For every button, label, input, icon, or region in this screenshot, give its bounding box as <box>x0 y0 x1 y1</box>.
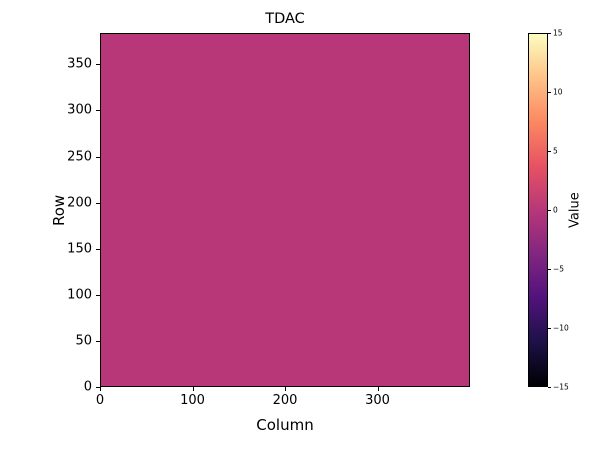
y-tick-mark <box>96 387 100 388</box>
colorbar-tick-mark <box>548 33 551 34</box>
y-tick-mark <box>96 202 100 204</box>
colorbar-tick-label: 10 <box>553 87 563 97</box>
x-tick-mark <box>377 387 379 391</box>
y-tick-mark <box>96 340 100 342</box>
x-tick-mark <box>285 387 286 391</box>
colorbar-tick-label: 0 <box>553 205 558 215</box>
y-tick-label: 100 <box>67 287 92 303</box>
colorbar-tick-mark <box>548 92 551 93</box>
colorbar-tick-mark <box>548 151 551 152</box>
colorbar-tick-mark <box>548 269 551 270</box>
colorbar-label: Value <box>567 192 583 228</box>
colorbar-tick-mark <box>548 387 551 388</box>
y-axis-label: Row <box>50 194 68 226</box>
y-tick-mark <box>96 156 100 158</box>
heatmap-plot <box>100 33 470 387</box>
x-tick-label: 200 <box>272 393 298 408</box>
y-tick-mark <box>96 294 100 296</box>
y-tick-label: 250 <box>67 149 92 165</box>
y-tick-label: 200 <box>67 195 92 211</box>
colorbar-tick-label: −15 <box>553 382 569 392</box>
colorbar-tick-label: −10 <box>553 323 569 333</box>
y-tick-label: 0 <box>83 379 92 395</box>
y-tick-mark <box>96 64 100 66</box>
x-tick-mark <box>100 387 101 391</box>
x-tick-label: 300 <box>365 393 390 408</box>
x-tick-mark <box>192 387 194 391</box>
y-tick-label: 350 <box>67 56 92 72</box>
x-tick-label: 100 <box>180 393 205 408</box>
colorbar-tick-label: −5 <box>553 264 565 274</box>
colorbar-tick-mark <box>548 210 551 211</box>
y-tick-label: 300 <box>67 102 92 118</box>
colorbar <box>528 33 548 387</box>
y-tick-mark <box>96 110 100 112</box>
x-tick-label: 0 <box>95 393 105 408</box>
colorbar-tick-label: 5 <box>553 146 558 156</box>
y-tick-label: 150 <box>67 241 92 257</box>
y-tick-label: 50 <box>75 333 92 349</box>
chart-title: TDAC <box>265 11 305 27</box>
y-tick-mark <box>96 248 100 250</box>
colorbar-tick-mark <box>548 328 551 329</box>
colorbar-tick-label: 15 <box>553 28 563 38</box>
x-axis-label: Column <box>256 416 314 434</box>
